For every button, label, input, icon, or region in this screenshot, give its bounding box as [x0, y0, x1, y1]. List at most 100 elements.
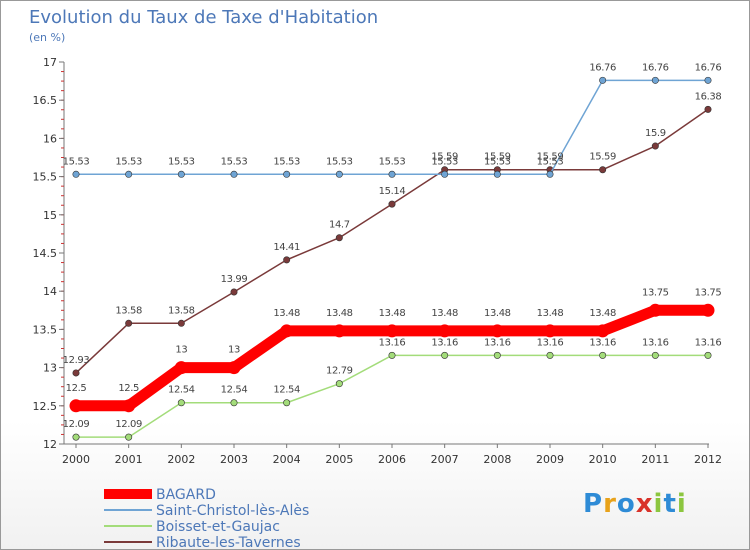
data-label: 12.09 — [63, 419, 90, 430]
data-label: 15.9 — [645, 128, 666, 139]
data-point — [335, 380, 343, 388]
data-label: 13.16 — [642, 337, 669, 348]
x-tick-label: 2000 — [62, 453, 90, 466]
data-label: 13.99 — [221, 274, 248, 285]
data-label: 13.58 — [115, 305, 142, 316]
y-tick-label: 15 — [43, 209, 57, 222]
data-label: 13.16 — [537, 337, 564, 348]
x-tick-label: 2010 — [589, 453, 617, 466]
data-point — [651, 351, 659, 359]
data-point — [283, 399, 291, 407]
data-point — [388, 170, 396, 178]
data-point — [122, 399, 136, 413]
data-point — [280, 324, 294, 338]
data-label: 13.16 — [484, 337, 511, 348]
data-label: 13.48 — [589, 308, 616, 319]
data-point — [72, 433, 80, 441]
x-tick-label: 2008 — [483, 453, 511, 466]
data-point — [441, 170, 449, 178]
series-line — [75, 354, 709, 438]
y-tick-label: 14 — [43, 285, 57, 298]
data-point — [177, 170, 185, 178]
x-tick-label: 2001 — [115, 453, 143, 466]
data-label: 13.16 — [431, 337, 458, 348]
x-tick-label: 2003 — [220, 453, 248, 466]
y-tick-label: 16.5 — [33, 94, 58, 107]
data-label: 13.58 — [168, 305, 195, 316]
data-point — [596, 324, 610, 338]
data-point — [493, 170, 501, 178]
y-tick-label: 12.5 — [33, 400, 58, 413]
data-point — [177, 399, 185, 407]
data-label: 15.53 — [326, 156, 353, 167]
data-point — [704, 105, 712, 113]
data-point — [651, 142, 659, 150]
data-label: 13 — [228, 345, 240, 356]
data-point — [125, 433, 133, 441]
data-point — [125, 319, 133, 327]
data-label: 13.48 — [273, 308, 300, 319]
data-point — [230, 399, 238, 407]
x-tick-label: 2005 — [325, 453, 353, 466]
data-label: 15.53 — [221, 156, 248, 167]
x-tick-label: 2002 — [167, 453, 195, 466]
data-point — [438, 324, 452, 338]
data-label: 12.79 — [326, 366, 353, 377]
y-tick-label: 17 — [43, 56, 57, 69]
data-point — [490, 324, 504, 338]
data-label: 13.48 — [484, 308, 511, 319]
data-point — [388, 200, 396, 208]
legend-label: Saint-Christol-lès-Alès — [156, 503, 309, 519]
data-label: 16.76 — [642, 62, 669, 73]
data-label: 13.16 — [695, 337, 722, 348]
data-label: 13.75 — [695, 287, 722, 298]
y-tick-label: 14.5 — [33, 247, 58, 260]
data-label: 15.53 — [431, 156, 458, 167]
data-label: 13.75 — [642, 287, 669, 298]
data-label: 15.53 — [273, 156, 300, 167]
data-label: 12.54 — [221, 385, 248, 396]
data-point — [599, 76, 607, 84]
data-point — [599, 166, 607, 174]
data-label: 15.53 — [115, 156, 142, 167]
data-point — [704, 351, 712, 359]
data-point — [230, 170, 238, 178]
data-label: 15.53 — [484, 156, 511, 167]
data-label: 15.53 — [379, 156, 406, 167]
proxiti-logo: Proxiti — [583, 489, 687, 519]
data-point — [335, 170, 343, 178]
data-label: 13.48 — [326, 308, 353, 319]
data-point — [651, 76, 659, 84]
data-point — [69, 399, 83, 413]
data-point — [283, 256, 291, 264]
data-label: 16.76 — [695, 62, 722, 73]
data-label: 15.59 — [537, 152, 564, 163]
data-label: 12.5 — [118, 383, 139, 394]
data-point — [72, 369, 80, 377]
data-point — [230, 288, 238, 296]
data-label: 12.54 — [168, 385, 195, 396]
data-label: 12.93 — [63, 355, 90, 366]
data-label: 15.14 — [379, 186, 406, 197]
y-tick-label: 13.5 — [33, 323, 58, 336]
data-label: 15.53 — [168, 156, 195, 167]
data-label: 13.16 — [379, 337, 406, 348]
data-point — [283, 170, 291, 178]
x-tick-label: 2006 — [378, 453, 406, 466]
brand-letter: P — [583, 489, 604, 519]
data-point — [177, 319, 185, 327]
data-label: 15.59 — [431, 152, 458, 163]
data-label: 15.53 — [63, 156, 90, 167]
data-point — [385, 324, 399, 338]
data-label: 15.59 — [484, 152, 511, 163]
data-label: 16.76 — [589, 62, 616, 73]
y-tick-label: 13 — [43, 362, 57, 375]
data-label: 16.38 — [695, 91, 722, 102]
x-tick-label: 2009 — [536, 453, 564, 466]
y-tick-label: 15.5 — [33, 171, 58, 184]
y-tick-label: 16 — [43, 132, 57, 145]
x-tick-label: 2004 — [273, 453, 301, 466]
data-label: 13 — [175, 345, 187, 356]
